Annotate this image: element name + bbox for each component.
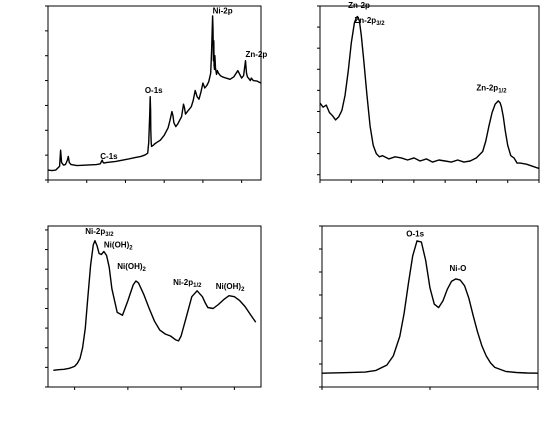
peak-label-d: O-1s (406, 229, 424, 238)
peak-label-subscript: 1/2 (498, 88, 507, 94)
peak-label-a: Ni-2p (213, 6, 233, 15)
peak-label-main: Ni-2p (213, 6, 233, 15)
peak-label-b: Zn-2p1/2 (476, 83, 507, 94)
peak-label-main: O-1s (406, 229, 424, 238)
peak-label-subscript: 1/2 (193, 283, 202, 289)
peak-label-c: Ni-2p1/2 (173, 278, 202, 289)
peak-label-subscript: 2 (129, 246, 133, 252)
peak-label-main: Ni(OH) (104, 241, 130, 250)
series-line-d-0 (321, 240, 539, 374)
peak-label-main: Zn-2p (246, 50, 268, 59)
peak-label-a: O-1s (145, 86, 163, 95)
peak-label-a: C-1s (100, 152, 118, 161)
peak-label-c: Ni-2p3/2 (85, 227, 114, 238)
plot-frame-c (47, 225, 262, 388)
peak-label-c: Ni(OH)2 (216, 282, 245, 293)
plot-frame-b (319, 5, 540, 181)
peak-label-main: Ni-2p (173, 278, 193, 287)
series-line-b-0 (319, 15, 540, 170)
peak-label-main: C-1s (100, 152, 118, 161)
peak-label-subscript: 3/2 (105, 232, 114, 238)
peak-label-a: Zn-2p (246, 50, 268, 59)
peak-label-main: O-1s (145, 86, 163, 95)
peak-label-main: Ni-2p (85, 227, 105, 236)
peak-label-subscript: 2 (241, 287, 245, 293)
peak-label-d: Ni-O (449, 264, 466, 273)
series-line-c-0 (53, 239, 257, 371)
peak-label-subscript: 3/2 (376, 21, 385, 27)
peak-label-subscript: 2 (143, 267, 147, 273)
peak-label-c: Ni(OH)2 (117, 262, 146, 273)
peak-label-main: Zn-2p (476, 83, 498, 92)
plot-frame-d (321, 225, 539, 388)
plot-frame-a (47, 5, 262, 181)
peak-label-main: Zn-2p (354, 16, 376, 25)
peak-label-b: Zn-2p3/2 (354, 16, 385, 27)
peak-label-main: Ni-O (449, 264, 466, 273)
peak-label-b: Zn-2p (348, 1, 370, 10)
peak-label-main: Ni(OH) (216, 282, 242, 291)
peak-label-main: Ni(OH) (117, 262, 143, 271)
peak-label-c: Ni(OH)2 (104, 241, 133, 252)
peak-label-main: Zn-2p (348, 1, 370, 10)
series-line-a-0 (47, 15, 262, 172)
